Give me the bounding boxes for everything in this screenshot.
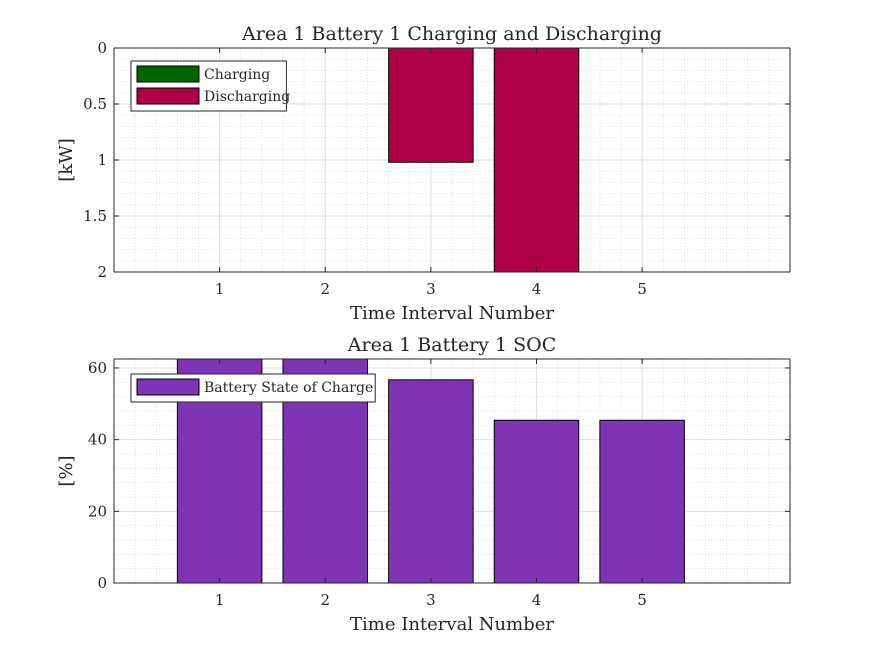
legend-label-discharging: Discharging	[204, 89, 290, 105]
x-tick-label: 5	[637, 280, 647, 298]
legend: Charging Discharging	[130, 60, 290, 112]
x-tick-label: 2	[320, 280, 330, 298]
chart-title: Area 1 Battery 1 SOC	[347, 334, 556, 356]
y-tick-label: 20	[88, 502, 107, 520]
bar-battery-state-of-charge-5	[599, 419, 685, 584]
x-tick-label: 5	[637, 591, 647, 609]
chart-title: Area 1 Battery 1 Charging and Dischargin…	[241, 23, 662, 45]
x-tick-label: 1	[215, 591, 225, 609]
charging-discharging-chart: 1 2 3 4 5 0 0.5 1 1.5 2 Area 1 Battery 1 Charging…	[56, 23, 791, 324]
bar-discharging-4	[493, 47, 580, 273]
x-tick-label: 3	[426, 280, 436, 298]
y-axis-label: [kW]	[56, 138, 77, 181]
bar-battery-state-of-charge-4	[493, 419, 580, 584]
bars	[388, 47, 580, 273]
ticks: 1 2 3 4 5 0 0.5 1 1.5 2	[83, 39, 790, 298]
x-tick-label: 3	[426, 591, 436, 609]
legend-label-charging: Charging	[204, 67, 270, 83]
x-tick-label: 4	[532, 280, 542, 298]
ticks: 1 2 3 4 5 0 20 40 60	[88, 359, 790, 609]
y-tick-label: 60	[88, 359, 107, 377]
legend-label-battery-state-of-charge: Battery State of Charge	[204, 380, 373, 396]
y-axis-label: [%]	[56, 455, 77, 486]
bar-discharging-3	[388, 47, 474, 163]
legend-swatch-discharging	[136, 87, 200, 105]
legend-swatch-charging	[136, 65, 200, 83]
y-tick-label: 0.5	[83, 95, 107, 113]
y-tick-label: 0	[97, 574, 107, 592]
y-tick-label: 40	[88, 431, 107, 449]
legend: Battery State of Charge	[130, 373, 376, 403]
x-axis-label: Time Interval Number	[350, 303, 554, 324]
y-tick-label: 1	[97, 151, 107, 169]
bar-battery-state-of-charge-3	[388, 379, 474, 584]
x-tick-label: 4	[532, 591, 542, 609]
x-tick-label: 2	[320, 591, 330, 609]
plot-frame	[113, 358, 791, 584]
y-tick-label: 1.5	[83, 207, 107, 225]
y-tick-label: 0	[97, 39, 107, 57]
soc-chart: 1 2 3 4 5 0 20 40 60 Area 1 Battery 1 SOC Time I…	[56, 334, 791, 635]
legend-swatch-battery-state-of-charge	[136, 378, 200, 396]
x-tick-label: 1	[215, 280, 225, 298]
y-tick-label: 2	[97, 263, 107, 281]
x-axis-label: Time Interval Number	[350, 614, 554, 635]
